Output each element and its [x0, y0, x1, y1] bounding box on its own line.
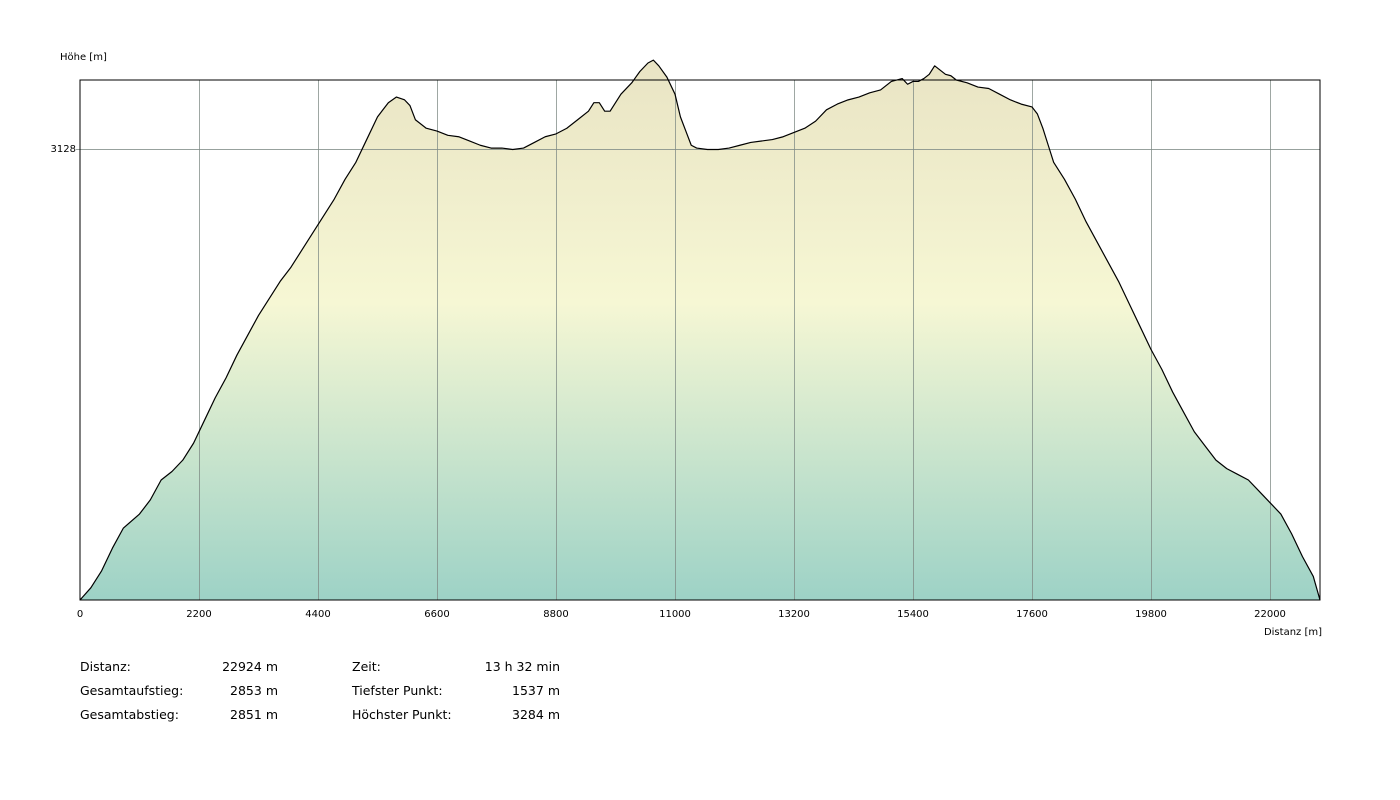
stat-value: 1537 m — [512, 683, 560, 698]
stat-value: 2853 m — [230, 683, 278, 698]
stat-distance: Distanz: 22924 m — [80, 658, 290, 676]
stat-label: Tiefster Punkt: — [352, 683, 443, 698]
stat-value: 2851 m — [230, 707, 278, 722]
stat-value: 3284 m — [512, 707, 560, 722]
stat-label: Gesamtabstieg: — [80, 707, 179, 722]
elevation-line — [79, 59, 1321, 601]
grid — [76, 80, 1320, 600]
x-tick-label: 6600 — [424, 609, 449, 620]
stat-value: 13 h 32 min — [484, 659, 560, 674]
x-tick-label: 11000 — [659, 609, 691, 620]
stat-label: Zeit: — [352, 659, 381, 674]
elevation-profile-chart: Höhe [m] Distanz [m] 0 2200 4400 6600 8800 11… — [51, 52, 1323, 638]
y-tick-labels: 3128 — [51, 144, 76, 155]
elevation-line-path — [79, 59, 1321, 601]
x-tick-label: 19800 — [1135, 609, 1167, 620]
x-axis-label: Distanz [m] — [1264, 627, 1322, 638]
x-tick-labels: 0 2200 4400 6600 8800 11000 13200 15400 17600 198… — [77, 609, 1286, 620]
stat-time: Zeit: 13 h 32 min — [352, 658, 572, 676]
stat-total-ascent: Gesamtaufstieg: 2853 m — [80, 682, 290, 700]
x-tick-label: 2200 — [186, 609, 211, 620]
x-tick-label: 13200 — [778, 609, 810, 620]
stat-lowest-point: Tiefster Punkt: 1537 m — [352, 682, 572, 700]
stat-total-descent: Gesamtabstieg: 2851 m — [80, 706, 290, 724]
x-tick-label: 4400 — [305, 609, 330, 620]
elevation-area — [80, 60, 1320, 600]
x-tick-label: 22000 — [1254, 609, 1286, 620]
stat-label: Distanz: — [80, 659, 131, 674]
stat-label: Höchster Punkt: — [352, 707, 452, 722]
y-axis-label: Höhe [m] — [60, 52, 107, 63]
stat-highest-point: Höchster Punkt: 3284 m — [352, 706, 572, 724]
x-tick-label: 15400 — [897, 609, 929, 620]
stat-value: 22924 m — [222, 659, 278, 674]
x-tick-label: 8800 — [543, 609, 568, 620]
plot-frame — [79, 79, 1321, 601]
x-tick-label: 0 — [77, 609, 83, 620]
elevation-fill — [80, 60, 1320, 600]
stat-label: Gesamtaufstieg: — [80, 683, 184, 698]
x-tick-label: 17600 — [1016, 609, 1048, 620]
y-tick-label: 3128 — [51, 144, 76, 155]
